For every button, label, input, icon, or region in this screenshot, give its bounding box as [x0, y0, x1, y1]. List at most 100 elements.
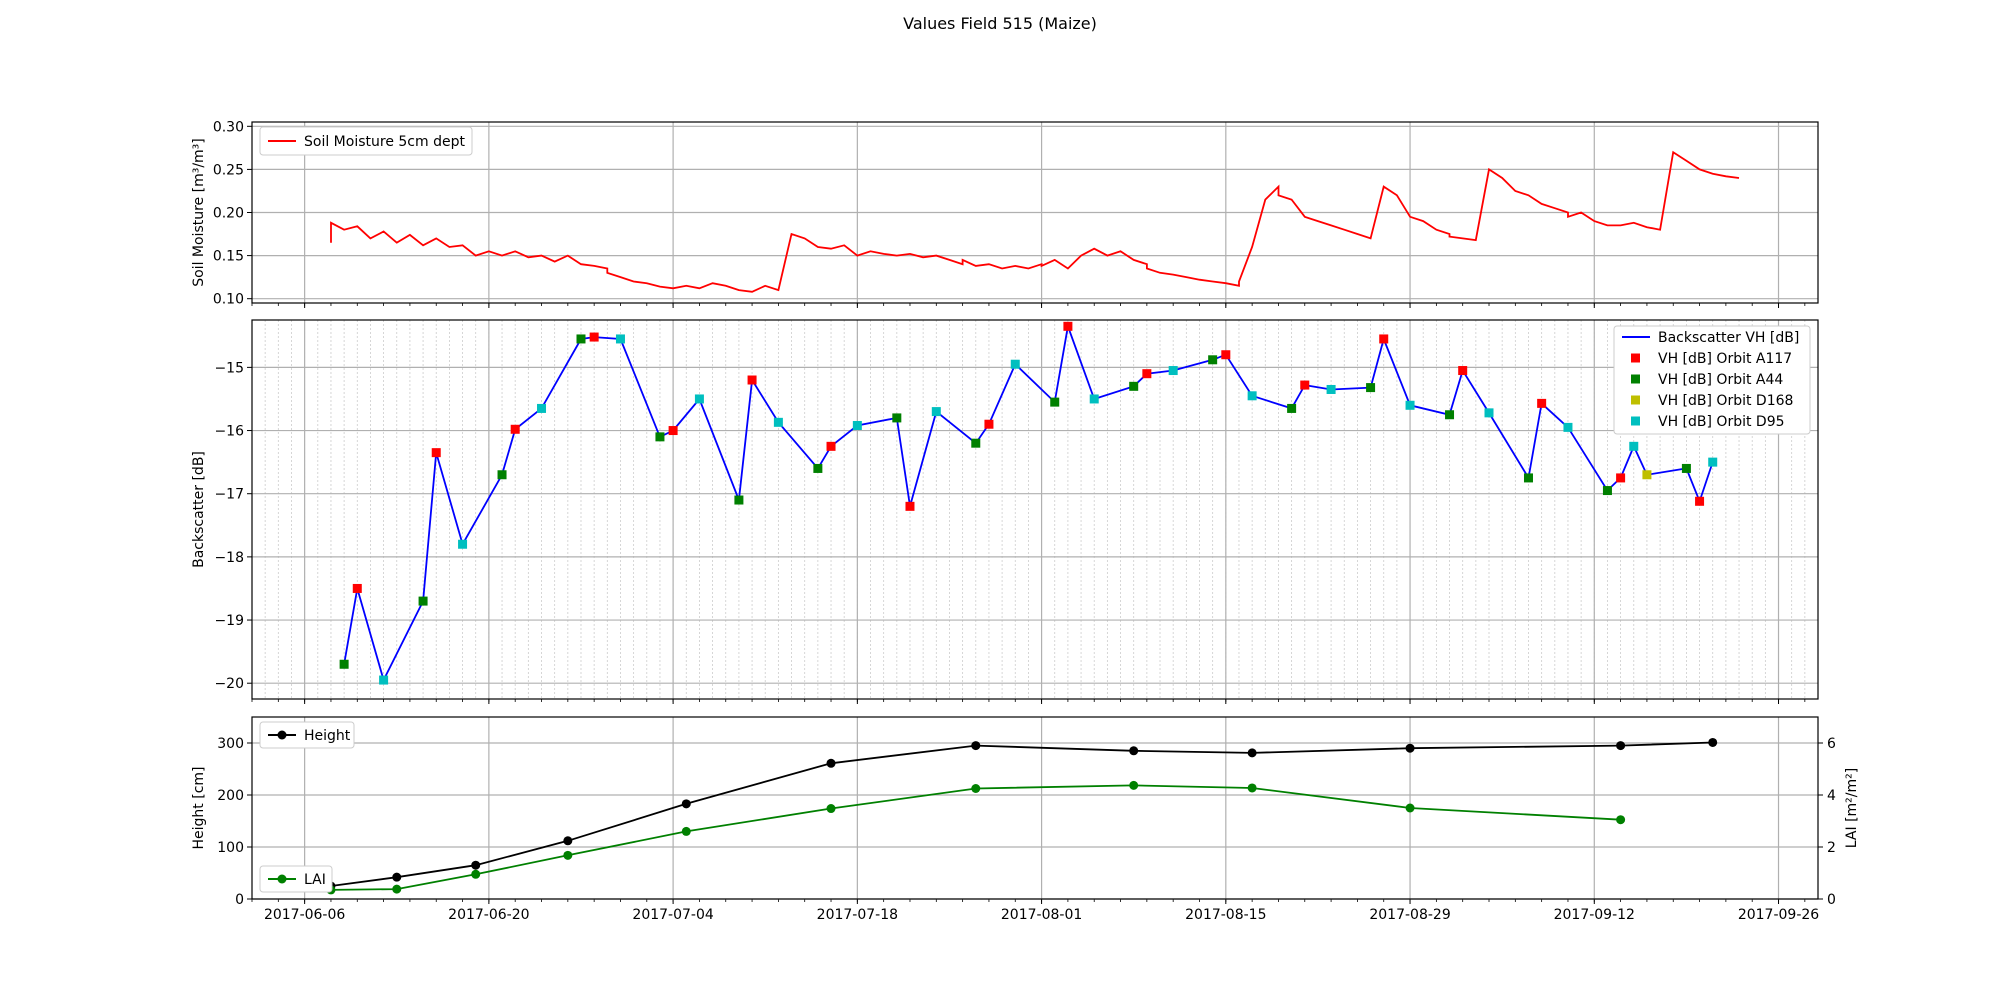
- y-tick-label: −17: [214, 487, 244, 503]
- orbit-marker: [1537, 398, 1547, 408]
- x-tick-label: 2017-08-15: [1185, 907, 1266, 923]
- orbit-marker: [379, 675, 389, 685]
- lai-point: [826, 804, 836, 814]
- orbit-marker: [1010, 359, 1020, 369]
- orbit-marker: [1523, 473, 1533, 483]
- x-tick-label: 2017-06-20: [448, 907, 529, 923]
- orbit-marker: [1681, 463, 1691, 473]
- orbit-marker: [734, 495, 744, 505]
- orbit-marker: [655, 432, 665, 442]
- orbit-marker: [852, 420, 862, 430]
- orbit-marker: [1326, 384, 1336, 394]
- orbit-marker: [1695, 496, 1705, 506]
- y-right-tick-label: 6: [1827, 736, 1836, 752]
- orbit-marker: [668, 426, 678, 436]
- height-point: [826, 758, 836, 768]
- orbit-marker: [1563, 422, 1573, 432]
- axes-frame: [251, 121, 1819, 304]
- orbit-marker: [694, 394, 704, 404]
- height-point: [1708, 737, 1718, 747]
- orbit-marker: [971, 438, 981, 448]
- x-tick-label: 2017-09-26: [1738, 907, 1819, 923]
- legend-label-lai: LAI: [304, 872, 326, 888]
- soil-moisture-series-line: [330, 150, 1740, 293]
- height-point: [1247, 748, 1257, 758]
- axes-frame: [251, 716, 1819, 900]
- legend-box: [259, 721, 355, 749]
- backscatter-panel: −20 −19 −18 −17 −16 −15 Backscatter [dB] Backsc…: [191, 319, 1819, 704]
- orbit-marker: [1458, 366, 1468, 376]
- orbit-marker: [1129, 381, 1139, 391]
- backscatter-series-line: [343, 322, 1714, 683]
- y-right-tick-label: 2: [1827, 840, 1836, 856]
- orbit-marker: [537, 403, 547, 413]
- legend-label: VH [dB] Orbit D95: [1658, 414, 1785, 430]
- soil-moisture-legend: Soil Moisture 5cm dept: [259, 126, 473, 156]
- figure-title: Values Field 515 (Maize): [903, 14, 1097, 33]
- lai-point: [681, 826, 691, 836]
- lai-point: [471, 869, 481, 879]
- height-legend: Height: [259, 721, 355, 749]
- height-point: [1405, 743, 1415, 753]
- orbit-marker: [1642, 470, 1652, 480]
- legend-box: [1613, 325, 1811, 435]
- orbit-marker: [458, 539, 468, 549]
- lai-point: [1129, 780, 1139, 790]
- orbit-marker: [1208, 355, 1218, 365]
- legend-label-soil-moisture: Soil Moisture 5cm dept: [304, 134, 465, 150]
- legend-label: VH [dB] Orbit A44: [1658, 372, 1783, 388]
- lai-legend: LAI: [259, 865, 333, 893]
- y-axis-label: Soil Moisture [m³/m³]: [191, 138, 207, 287]
- y-right-tick-label: 0: [1827, 892, 1836, 908]
- orbit-marker: [1708, 457, 1718, 467]
- height-point: [1616, 741, 1626, 751]
- orbit-marker: [339, 659, 349, 669]
- y-tick-label: 0.25: [213, 162, 244, 178]
- legend-swatch-marker: [1631, 395, 1640, 405]
- legend-swatch-marker: [1631, 374, 1640, 384]
- orbit-marker: [1602, 486, 1612, 496]
- legend-marker-height: [277, 730, 287, 740]
- orbit-marker: [418, 596, 428, 606]
- height-point: [1129, 746, 1139, 756]
- y-tick-label: 200: [217, 788, 244, 804]
- orbit-marker: [1445, 410, 1455, 420]
- lai-point: [1247, 783, 1257, 793]
- orbit-marker: [892, 413, 902, 423]
- lai-series-line: [330, 784, 1621, 891]
- orbit-marker: [1300, 380, 1310, 390]
- orbit-marker: [1287, 403, 1297, 413]
- y-axis-label: Height [cm]: [191, 767, 207, 850]
- height-point: [563, 836, 573, 846]
- x-tick-label: 2017-07-18: [817, 907, 898, 923]
- height-point: [681, 799, 691, 809]
- lai-point: [1616, 815, 1626, 825]
- orbit-marker: [813, 463, 823, 473]
- x-tick-label: 2017-08-01: [1001, 907, 1082, 923]
- orbit-marker: [826, 441, 836, 451]
- y-tick-label: −20: [214, 676, 244, 692]
- y-right-axis-label: LAI [m²/m²]: [1844, 768, 1860, 848]
- legend-swatch-marker: [1631, 416, 1640, 426]
- orbit-marker: [1142, 369, 1152, 379]
- orbit-marker: [1050, 397, 1060, 407]
- height-point: [971, 741, 981, 751]
- orbit-marker: [1168, 366, 1178, 376]
- orbit-marker: [905, 501, 915, 511]
- orbit-marker: [352, 583, 362, 593]
- orbit-marker: [984, 419, 994, 429]
- height-series-line: [330, 741, 1713, 887]
- height-lai-panel: 2017-06-06 2017-06-20 2017-07-04 2017-07-18…: [191, 716, 1860, 923]
- x-tick-label: 2017-06-06: [264, 907, 345, 923]
- x-tick-label: 2017-07-04: [632, 907, 713, 923]
- orbit-marker: [1089, 394, 1099, 404]
- legend-swatch-marker: [1631, 353, 1640, 363]
- orbit-marker: [1484, 408, 1494, 418]
- y-tick-label: 300: [217, 736, 244, 752]
- orbit-marker: [773, 417, 783, 427]
- backscatter-legend: Backscatter VH [dB] VH [dB] Orbit A117 VH …: [1613, 325, 1811, 435]
- legend-label: Backscatter VH [dB]: [1658, 330, 1799, 346]
- y-tick-label: 0.10: [213, 292, 244, 308]
- orbit-marker: [1063, 321, 1073, 331]
